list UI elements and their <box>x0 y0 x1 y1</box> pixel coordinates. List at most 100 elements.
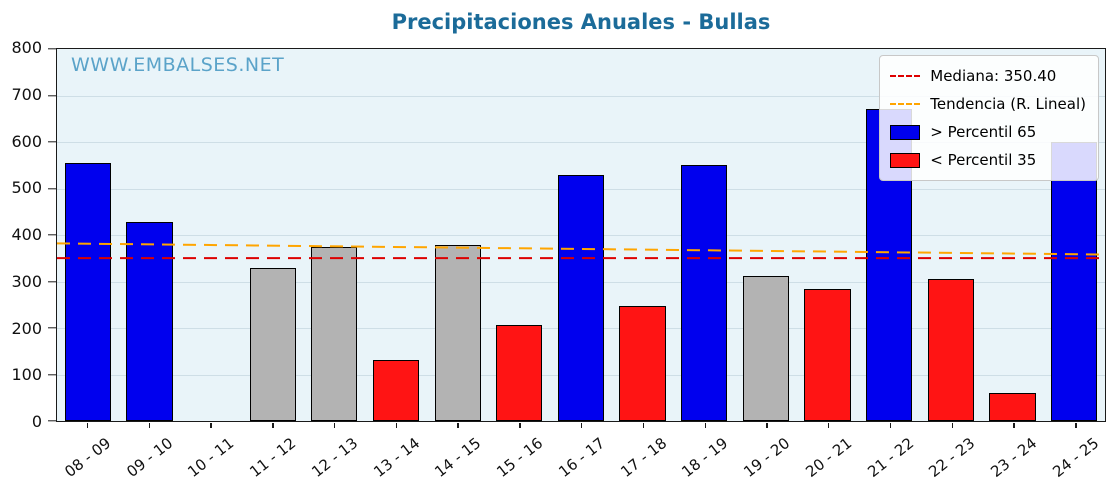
x-slot: 21 - 22 <box>859 422 921 500</box>
bar-08-09 <box>64 162 111 421</box>
bars <box>57 49 1105 421</box>
x-slot: 13 - 14 <box>365 422 427 500</box>
x-tickmark <box>86 423 89 428</box>
x-slot: 18 - 19 <box>674 422 736 500</box>
x-tick-label: 11 - 12 <box>246 434 300 481</box>
x-tickmark <box>704 423 706 428</box>
x-tickmark <box>951 423 953 428</box>
x-slot: 23 - 24 <box>982 422 1044 500</box>
x-tick-label: 23 - 24 <box>987 434 1041 481</box>
x-tick-label: 24 - 25 <box>1049 434 1103 481</box>
bar-slot <box>920 49 982 421</box>
x-tickmark <box>457 423 459 428</box>
bar-slot <box>612 49 674 421</box>
legend-item-below-p35: < Percentil 35 <box>890 146 1086 174</box>
bar-slot <box>550 49 612 421</box>
x-slot: 08 - 09 <box>56 422 118 500</box>
bar-slot <box>488 49 550 421</box>
chart-title: Precipitaciones Anuales - Bullas <box>391 10 771 34</box>
x-slot: 11 - 12 <box>241 422 303 500</box>
below-percentile-swatch-icon <box>890 152 921 168</box>
watermark: WWW.EMBALSES.NET <box>71 54 285 76</box>
x-tick-label: 17 - 18 <box>616 434 670 481</box>
bar-slot <box>735 49 797 421</box>
bar-slot <box>119 49 181 421</box>
y-tick-label: 700 <box>11 84 42 104</box>
x-tick-label: 21 - 22 <box>863 434 917 481</box>
bar-13-14 <box>372 360 420 421</box>
bar-slot <box>365 49 427 421</box>
y-tick-label: 0 <box>31 412 42 431</box>
above-percentile-swatch-icon <box>890 124 921 140</box>
x-tickmark <box>333 423 336 428</box>
x-slot: 22 - 23 <box>921 422 983 500</box>
x-tick-label: 12 - 13 <box>308 434 362 481</box>
bar-14-15 <box>434 245 481 421</box>
y-tickmark <box>48 234 56 236</box>
legend-label-above-p65: > Percentil 65 <box>930 123 1037 141</box>
x-tickmark <box>642 423 645 428</box>
bar-slot <box>982 49 1044 421</box>
x-slot: 15 - 16 <box>488 422 550 500</box>
x-tick-label: 09 - 10 <box>122 434 176 481</box>
x-slot: 20 - 21 <box>797 422 859 500</box>
y-tickmark <box>48 48 56 50</box>
bar-slot <box>797 49 859 421</box>
y-tickmark <box>48 94 56 97</box>
bar-16-17 <box>557 175 605 421</box>
y-tick-label: 100 <box>11 365 42 385</box>
y-tickmark <box>48 327 56 329</box>
x-tick-label: 16 - 17 <box>555 434 609 481</box>
bar-11-12 <box>249 268 296 421</box>
x-tickmark <box>1013 423 1015 428</box>
x-tick-label: 15 - 16 <box>493 434 547 481</box>
bar-22-23 <box>927 278 974 421</box>
bar-12-13 <box>311 246 358 421</box>
y-tick-label: 200 <box>11 318 42 338</box>
bar-slot <box>673 49 735 421</box>
bar-24-25 <box>1050 142 1098 421</box>
y-tickmark <box>48 373 56 376</box>
y-tick-label: 600 <box>11 131 42 151</box>
y-tick-label: 400 <box>11 225 42 244</box>
x-tickmark <box>395 423 398 428</box>
bar-19-20 <box>742 275 789 421</box>
x-tick-label: 08 - 09 <box>61 434 114 481</box>
bar-15-16 <box>496 324 543 421</box>
x-tickmark <box>1075 423 1077 428</box>
x-slot: 10 - 11 <box>180 422 242 500</box>
x-tick-label: 14 - 15 <box>431 434 485 481</box>
bar-slot <box>242 49 304 421</box>
trend-line-swatch-icon <box>890 103 921 105</box>
gridline <box>57 95 1105 97</box>
legend-item-trend: Tendencia (R. Lineal) <box>890 90 1086 118</box>
legend: Mediana: 350.40 Tendencia (R. Lineal) > … <box>879 55 1099 181</box>
gridline <box>57 142 1105 143</box>
y-tick-label: 800 <box>11 38 42 57</box>
x-tickmark <box>828 423 830 428</box>
bar-09-10 <box>126 221 173 421</box>
x-tickmark <box>272 423 274 428</box>
x-slot: 24 - 25 <box>1044 422 1106 500</box>
legend-item-above-p65: > Percentil 65 <box>890 118 1086 146</box>
y-tick-label: 300 <box>11 271 42 291</box>
x-tick-label: 10 - 11 <box>184 434 238 481</box>
y-tickmark <box>48 280 56 283</box>
legend-label-median: Mediana: 350.40 <box>930 67 1057 85</box>
y-tickmark <box>48 141 56 143</box>
x-tickmark <box>519 423 521 428</box>
x-tickmark <box>210 423 212 428</box>
median-line-swatch-icon <box>890 75 921 77</box>
x-tickmark <box>889 423 892 428</box>
x-tick-label: 22 - 23 <box>925 434 979 481</box>
x-tickmark <box>581 423 583 428</box>
legend-label-trend: Tendencia (R. Lineal) <box>930 95 1086 113</box>
bar-slot <box>304 49 366 421</box>
bar-slot <box>57 49 119 421</box>
x-tick-label: 20 - 21 <box>802 434 856 481</box>
x-tick-label: 18 - 19 <box>678 434 732 481</box>
x-tick-label: 19 - 20 <box>740 434 794 481</box>
bar-17-18 <box>619 305 666 421</box>
x-slot: 19 - 20 <box>735 422 797 500</box>
